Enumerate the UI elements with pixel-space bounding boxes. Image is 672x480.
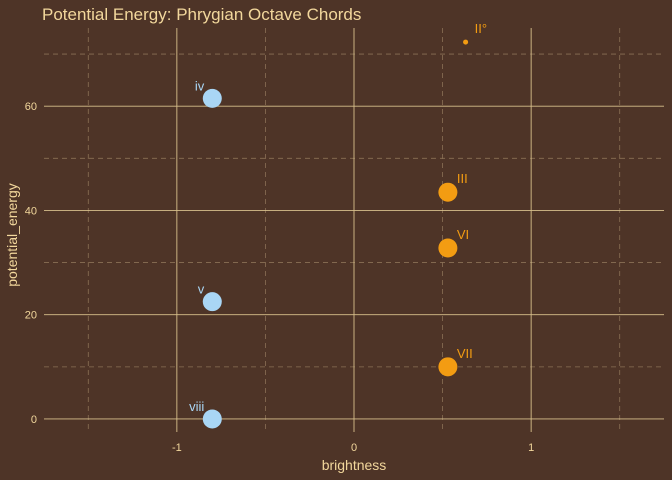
- x-tick-label: 0: [351, 442, 357, 454]
- x-tick-label: 1: [528, 442, 534, 454]
- y-tick-label: 20: [25, 310, 37, 322]
- data-point-label: VII: [457, 346, 473, 361]
- data-point: [202, 88, 222, 108]
- data-point-label: VI: [457, 227, 469, 242]
- data-point: [202, 409, 222, 429]
- x-axis-ticks: -1 0 1: [172, 442, 534, 454]
- major-gridlines: [44, 28, 664, 432]
- x-tick-label: -1: [172, 442, 182, 454]
- y-axis-title: potential_energy: [4, 183, 20, 287]
- data-point-label: iv: [195, 78, 205, 93]
- data-point-label: III: [457, 171, 468, 186]
- data-point: [463, 39, 469, 45]
- data-point-label: II°: [475, 21, 487, 36]
- data-point: [438, 182, 458, 202]
- y-tick-label: 0: [31, 414, 37, 426]
- data-point: [202, 292, 222, 312]
- data-point-label: v: [198, 282, 205, 297]
- data-point: [438, 238, 458, 258]
- data-point-labels: II° iv III VI v VII viii: [189, 21, 487, 414]
- data-point: [438, 357, 458, 377]
- y-tick-label: 60: [25, 101, 37, 113]
- x-axis-title: brightness: [322, 457, 387, 473]
- data-point-label: viii: [189, 399, 204, 414]
- data-points: [202, 39, 469, 429]
- y-tick-label: 40: [25, 205, 37, 217]
- y-axis-ticks: 0 20 40 60: [25, 101, 37, 426]
- chart-title: Potential Energy: Phrygian Octave Chords: [42, 5, 361, 24]
